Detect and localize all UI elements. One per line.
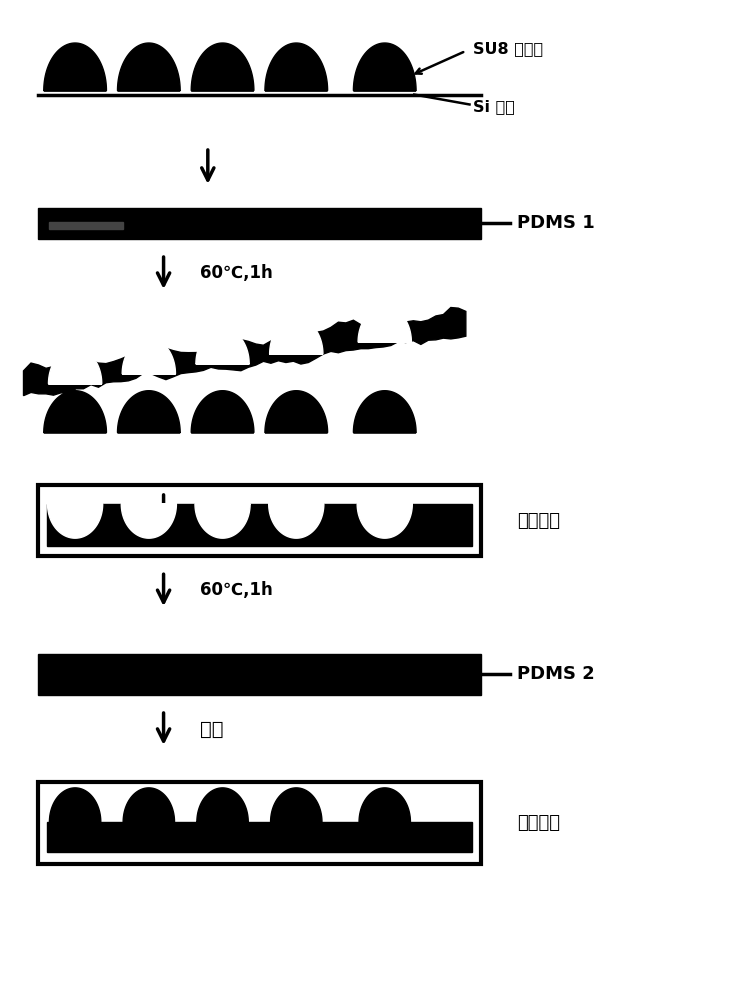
Text: PDMS 1: PDMS 1 <box>517 215 595 233</box>
Text: 剖落: 剖落 <box>201 720 224 739</box>
Bar <box>38 485 480 557</box>
Polygon shape <box>118 391 180 432</box>
Polygon shape <box>50 788 101 822</box>
Polygon shape <box>123 788 175 822</box>
Polygon shape <box>197 788 248 822</box>
Polygon shape <box>118 43 180 90</box>
Bar <box>50 223 123 230</box>
Text: PDMS 2: PDMS 2 <box>517 665 595 684</box>
Polygon shape <box>354 391 416 432</box>
Polygon shape <box>191 391 254 432</box>
Polygon shape <box>265 391 328 432</box>
Text: 60℃,1h: 60℃,1h <box>201 264 273 282</box>
Bar <box>38 208 480 240</box>
Polygon shape <box>358 306 411 342</box>
Bar <box>47 504 471 546</box>
Bar <box>38 654 480 695</box>
Polygon shape <box>44 391 107 432</box>
Text: SU8 微透镜: SU8 微透镜 <box>473 42 543 57</box>
Polygon shape <box>44 43 107 90</box>
Polygon shape <box>354 43 416 90</box>
Bar <box>47 822 471 852</box>
Text: Si 基底: Si 基底 <box>473 99 515 114</box>
Text: 剖落: 剖落 <box>201 502 224 522</box>
Polygon shape <box>24 307 466 396</box>
Polygon shape <box>269 504 324 538</box>
Polygon shape <box>191 43 254 90</box>
Polygon shape <box>357 504 412 538</box>
Polygon shape <box>196 328 249 364</box>
Polygon shape <box>265 43 328 90</box>
Polygon shape <box>122 338 175 374</box>
Polygon shape <box>195 504 250 538</box>
Text: 60℃,1h: 60℃,1h <box>201 581 273 599</box>
Polygon shape <box>47 504 103 538</box>
Polygon shape <box>271 788 322 822</box>
Polygon shape <box>49 348 101 384</box>
Text: 凸面透镜: 凸面透镜 <box>517 814 560 832</box>
Text: 凹面透镜: 凹面透镜 <box>517 512 560 530</box>
Bar <box>38 782 480 864</box>
Polygon shape <box>269 318 323 354</box>
Polygon shape <box>359 788 411 822</box>
Polygon shape <box>121 504 176 538</box>
